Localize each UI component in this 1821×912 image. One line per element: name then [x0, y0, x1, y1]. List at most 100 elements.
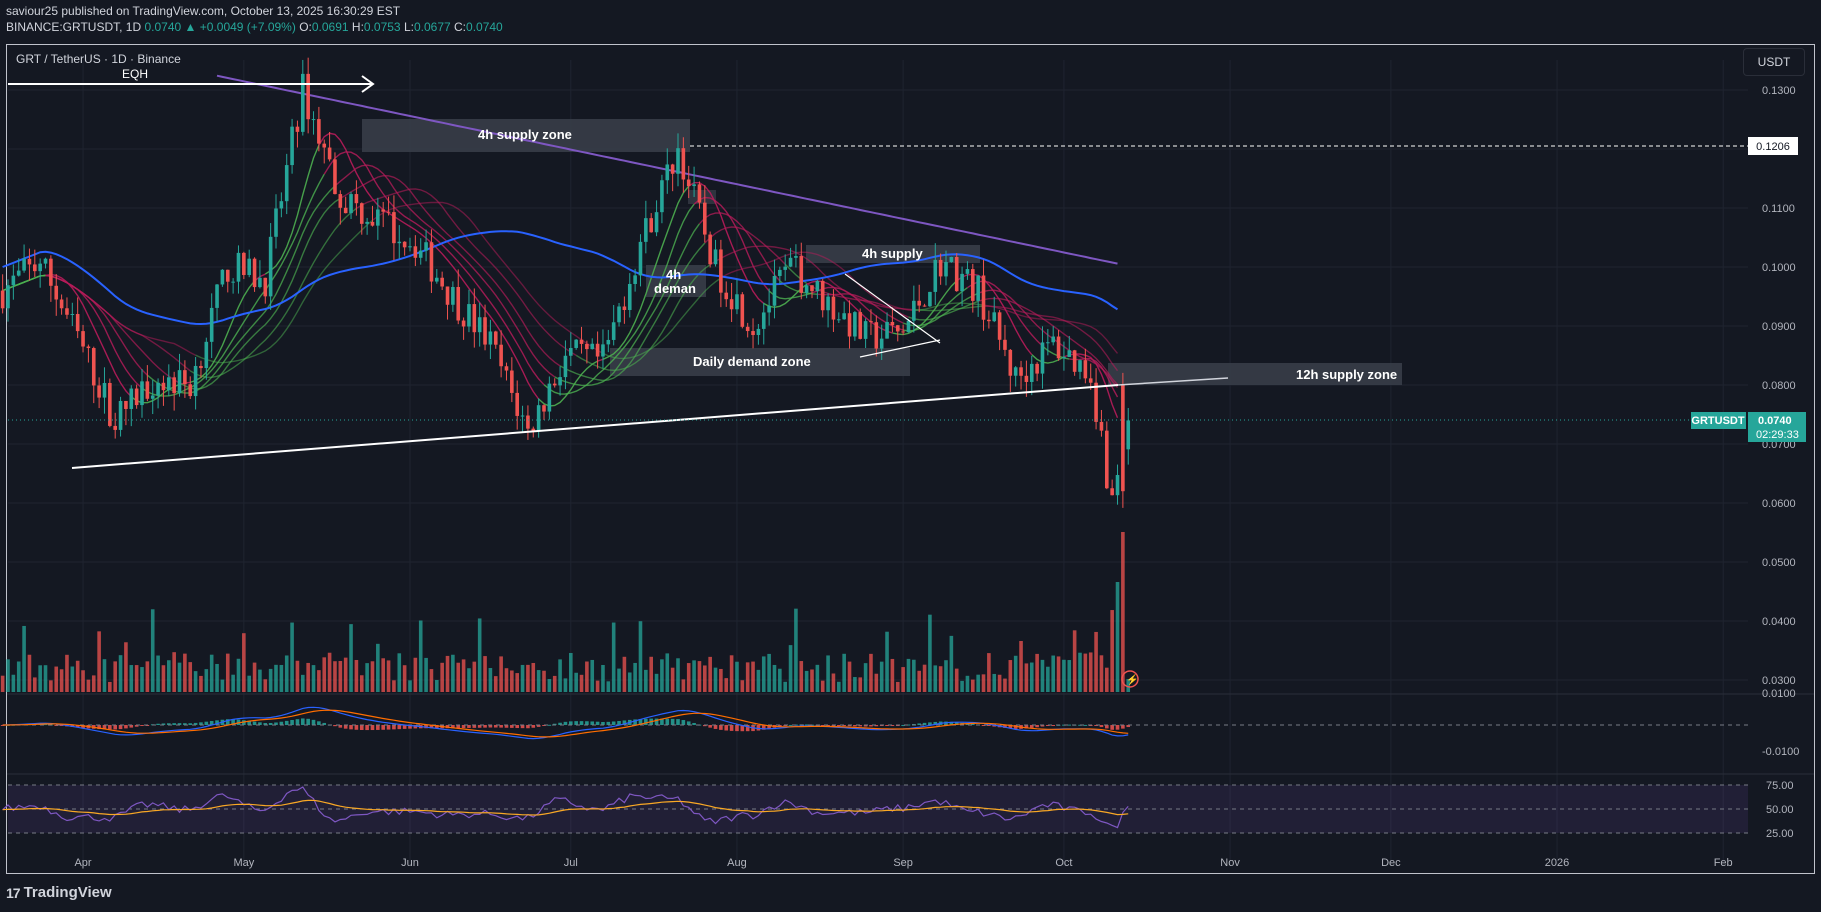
volume-bar — [429, 669, 434, 692]
candle-body — [794, 256, 798, 258]
volume-bar — [960, 680, 964, 692]
candle-body — [81, 331, 85, 347]
macd-histogram-bar — [397, 725, 402, 730]
currency-button[interactable]: USDT — [1743, 48, 1805, 76]
volume-bar — [370, 661, 375, 692]
macd-histogram-bar — [1046, 725, 1050, 726]
candle-body — [611, 322, 616, 340]
macd-histogram-bar — [520, 725, 525, 729]
candle-body — [1062, 356, 1066, 359]
volume-bar — [274, 664, 278, 692]
publisher-line: saviour25 published on TradingView.com, … — [6, 4, 401, 18]
macd-histogram-bar — [1029, 725, 1034, 728]
price-tag-symbol: GRTUSDT — [1691, 415, 1744, 427]
candle-body — [279, 201, 284, 209]
candle-body — [381, 209, 385, 212]
candle-body — [317, 119, 321, 144]
volume-bar — [124, 642, 128, 692]
candle-body — [1019, 367, 1023, 376]
volume-bar — [102, 659, 107, 692]
macd-histogram-bar — [129, 725, 134, 728]
candle-body — [601, 344, 605, 357]
volume-bar — [510, 670, 514, 692]
chart-frame[interactable] — [6, 44, 1815, 874]
candle-body — [33, 264, 37, 272]
macd-histogram-bar — [569, 721, 573, 725]
volume-bar — [906, 658, 911, 692]
candle-body — [778, 269, 782, 276]
macd-histogram-bar — [359, 725, 364, 730]
price-tag-countdown: 02:29:33 — [1756, 429, 1799, 441]
macd-histogram-bar — [140, 725, 144, 726]
volume-bar — [681, 679, 686, 692]
volume-bar — [606, 681, 611, 692]
macd-histogram-bar — [1035, 725, 1039, 728]
macd-histogram-bar — [408, 725, 412, 729]
macd-histogram-bar — [322, 722, 327, 725]
volume-bar — [376, 643, 380, 692]
candle-body — [370, 221, 375, 226]
ribbon-line — [339, 174, 561, 367]
candle-body — [595, 343, 600, 357]
macd-pane — [0, 706, 1748, 740]
volume-bar — [874, 673, 879, 692]
price-tick-label: 0.0300 — [1762, 675, 1796, 687]
macd-histogram-bar — [188, 723, 193, 725]
ribbon-line — [811, 286, 904, 331]
volume-bar — [43, 665, 48, 692]
volume-bar — [585, 661, 589, 692]
macd-histogram-bar — [274, 722, 278, 725]
candle-body — [799, 256, 804, 293]
footer-brand[interactable]: 17 TradingView — [6, 884, 112, 901]
candle-body — [879, 338, 884, 349]
macd-histogram-bar — [284, 720, 289, 725]
macd-histogram-bar — [209, 720, 214, 725]
macd-histogram-bar — [1105, 725, 1109, 729]
macd-histogram-bar — [349, 725, 353, 730]
candle-body — [215, 284, 219, 308]
price-tick-label: 0.1100 — [1762, 203, 1795, 215]
macd-histogram-bar — [654, 718, 659, 725]
volume-bar — [75, 660, 80, 692]
candle-body — [193, 365, 198, 397]
candle-body — [622, 306, 627, 310]
candle-body — [917, 300, 921, 306]
candle-body — [606, 339, 611, 345]
trendline-12h — [1117, 377, 1229, 386]
macd-histogram-bar — [869, 725, 873, 727]
open-value: 0.0691 — [311, 20, 349, 34]
volume-bar — [992, 673, 997, 692]
macd-histogram-bar — [858, 725, 863, 727]
candle-body — [1110, 488, 1114, 496]
lightning-icon[interactable] — [1121, 670, 1139, 688]
ribbon-line — [356, 188, 577, 356]
candle-body — [161, 382, 166, 391]
macd-histogram-bar — [1067, 724, 1072, 726]
volume-bar — [536, 670, 541, 692]
volume-bar — [601, 664, 605, 692]
volume-bar — [815, 664, 820, 692]
volume-bar — [1056, 656, 1061, 692]
candle-body — [113, 425, 117, 430]
supply-zone-4h-small-rect — [806, 245, 980, 263]
candle-body — [751, 331, 755, 336]
time-tick-label: Dec — [1381, 857, 1401, 869]
volume-bar — [1067, 660, 1072, 692]
candle-body — [75, 313, 80, 332]
volume-bar — [1126, 679, 1131, 692]
candle-body — [1051, 336, 1055, 343]
macd-histogram-bar — [1062, 724, 1066, 726]
volume-bar — [461, 659, 466, 692]
macd-histogram-bar — [290, 720, 294, 725]
candle-body — [376, 209, 380, 226]
candle-body — [402, 241, 407, 248]
candle-body — [1078, 360, 1082, 372]
volume-bar — [129, 665, 134, 692]
candle-body — [91, 348, 96, 386]
candle-body — [569, 347, 573, 356]
ribbon-line — [1069, 357, 1119, 398]
candle-body — [520, 415, 525, 417]
candle-body — [172, 377, 176, 394]
macd-histogram-bar — [740, 725, 745, 732]
